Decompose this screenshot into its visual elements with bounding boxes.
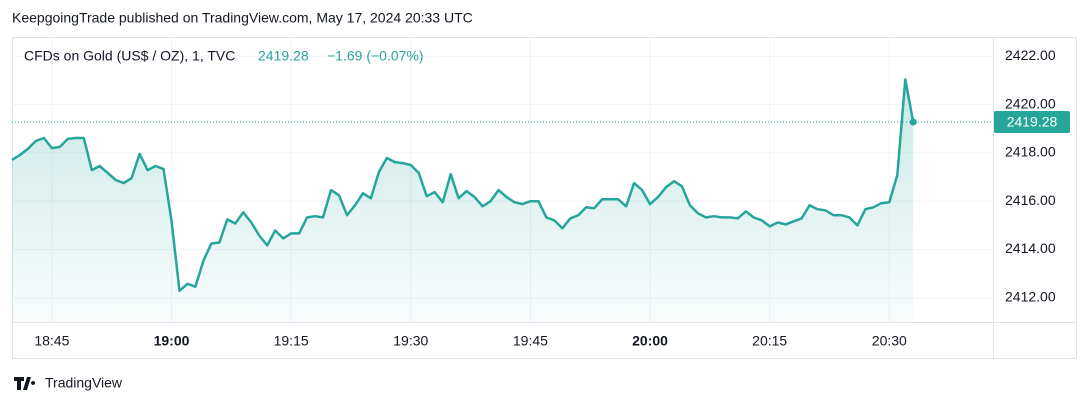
price-line [11, 78, 915, 293]
y-tick-label: 2420.00 [1005, 95, 1056, 111]
chart-layer: 2412.00 2414.00 2416.00 2418.00 2420.00 2422.… [11, 37, 1070, 349]
x-tick-label: 20:30 [872, 333, 907, 349]
x-tick-label: 18:45 [34, 333, 69, 349]
header: KeepgoingTrade published on TradingView.… [12, 10, 473, 26]
y-tick-label: 2412.00 [1005, 289, 1056, 305]
x-tick-label: 19:15 [274, 333, 309, 349]
y-tick-label: 2414.00 [1005, 240, 1056, 256]
legend-name: CFDs on Gold (US$ / OZ), 1, TVC [24, 48, 235, 64]
last-price-label: 2419.28 [1007, 114, 1058, 130]
x-tick-label: 19:30 [393, 333, 428, 349]
legend-change: −1.69 (−0.07%) [327, 48, 424, 64]
last-point [909, 118, 917, 126]
x-tick-label: 20:00 [632, 333, 668, 349]
x-tick-label: 19:45 [513, 333, 548, 349]
logo [14, 377, 36, 390]
footer-brand: TradingView [45, 375, 123, 391]
x-tick-label: 20:15 [752, 333, 787, 349]
last-price-badge [994, 111, 1070, 134]
x-tick-label: 19:00 [154, 333, 190, 349]
area-fill [12, 79, 914, 322]
y-tick-label: 2418.00 [1005, 144, 1056, 160]
y-tick-label: 2416.00 [1005, 192, 1056, 208]
legend-price: 2419.28 [258, 48, 309, 64]
y-tick-label: 2422.00 [1005, 47, 1056, 63]
